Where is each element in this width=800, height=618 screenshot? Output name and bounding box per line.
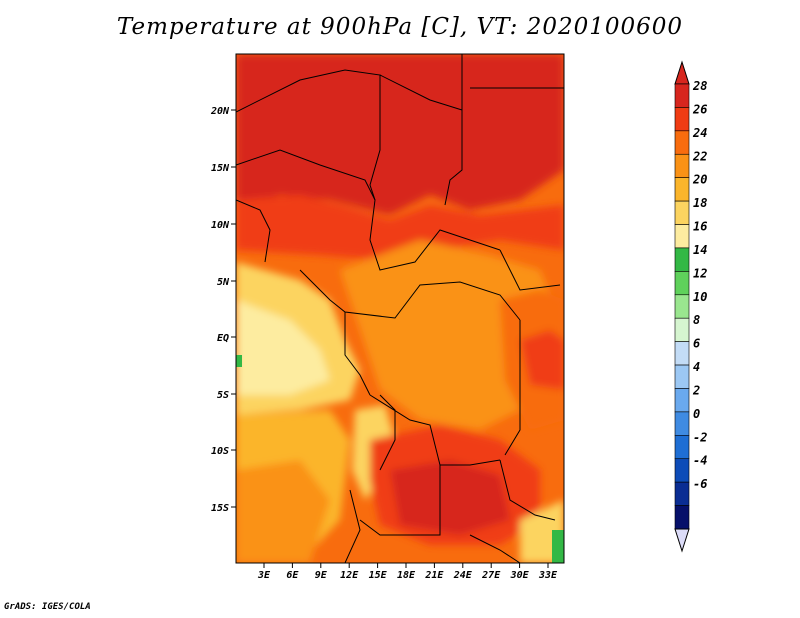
- colorbar-label: -2: [693, 430, 707, 444]
- lat-tick-label: 10S: [211, 446, 229, 457]
- colorbar-segment: [674, 83, 690, 108]
- lon-tick-label: 30E: [510, 570, 530, 581]
- lat-tick-label: 15S: [211, 503, 229, 514]
- lon-tick-label: 15E: [369, 570, 388, 581]
- colorbar-label: 26: [692, 102, 707, 116]
- colorbar-label: 4: [693, 360, 700, 374]
- colorbar-segment: [674, 153, 690, 178]
- colorbar-label: 20: [692, 173, 707, 187]
- colorbar-segment: [674, 341, 690, 366]
- colorbar-segment: [674, 247, 690, 272]
- colorbar-segment: [674, 200, 690, 225]
- colorbar-segment: [674, 271, 690, 296]
- country-borders: [236, 54, 564, 563]
- colorbar-label: 18: [693, 196, 707, 210]
- colorbar-segment: [674, 411, 690, 436]
- grads-credit: GrADS: IGES/COLA: [4, 602, 91, 612]
- colorbar-label: 24: [692, 126, 707, 140]
- temperature-field: [236, 54, 564, 563]
- lat-tick-label: 15N: [211, 163, 230, 174]
- colorbar-label: 6: [693, 337, 700, 351]
- map-title: Temperature at 900hPa [C], VT: 202010060…: [116, 14, 684, 40]
- lat-tick-label: 5N: [217, 277, 230, 288]
- colorbar-label: 10: [693, 290, 707, 304]
- lat-tick-label: EQ: [217, 333, 229, 344]
- lon-tick-label: 27E: [481, 570, 501, 581]
- lon-tick-label: 6E: [286, 570, 299, 581]
- colorbar-label: -6: [693, 477, 707, 491]
- lat-tick-label: 5S: [217, 390, 229, 401]
- lon-tick-label: 24E: [453, 570, 473, 581]
- colorbar-label: 14: [693, 243, 707, 257]
- lon-tick-label: 33E: [538, 570, 558, 581]
- lon-tick-label: 21E: [424, 570, 444, 581]
- colorbar-segment: [674, 317, 690, 342]
- colorbar-label: 16: [693, 220, 707, 234]
- colorbar-segment: [674, 107, 690, 132]
- lon-tick-label: 12E: [340, 570, 359, 581]
- colorbar-bottom-arrow: [674, 528, 690, 553]
- longitude-axis: 3E 6E 9E 12E 15E 18E 21E 24E 27E 30E 33E: [257, 563, 558, 581]
- lon-tick-label: 3E: [257, 570, 271, 581]
- colorbar-segment: [674, 388, 690, 413]
- colorbar-label: 22: [692, 149, 707, 163]
- lat-tick-label: 10N: [211, 220, 230, 231]
- map-frame: [235, 53, 565, 564]
- lat-tick-label: 20N: [210, 106, 230, 117]
- latitude-axis: 20N 15N 10N 5N EQ 5S 10S 15S: [210, 106, 236, 514]
- lon-tick-label: 18E: [397, 570, 416, 581]
- colorbar-segment: [674, 294, 690, 319]
- colorbar-segment: [674, 130, 690, 155]
- colorbar-top-arrow: [674, 60, 690, 85]
- colorbar-segment: [674, 458, 690, 483]
- colorbar-label: 28: [692, 79, 707, 93]
- colorbar-segment: [674, 435, 690, 460]
- colorbar-segment: [674, 505, 690, 530]
- colorbar-segment: [674, 364, 690, 389]
- colorbar-segment: [674, 177, 690, 202]
- colorbar-label: -4: [693, 454, 707, 468]
- colorbar-label: 0: [693, 407, 700, 421]
- colorbar-label: 12: [693, 266, 707, 280]
- lon-tick-label: 9E: [315, 570, 328, 581]
- colorbar-label: 2: [692, 383, 700, 397]
- colorbar-segment: [674, 224, 690, 249]
- colorbar-segment: [674, 481, 690, 506]
- colorbar-label: 8: [693, 313, 700, 327]
